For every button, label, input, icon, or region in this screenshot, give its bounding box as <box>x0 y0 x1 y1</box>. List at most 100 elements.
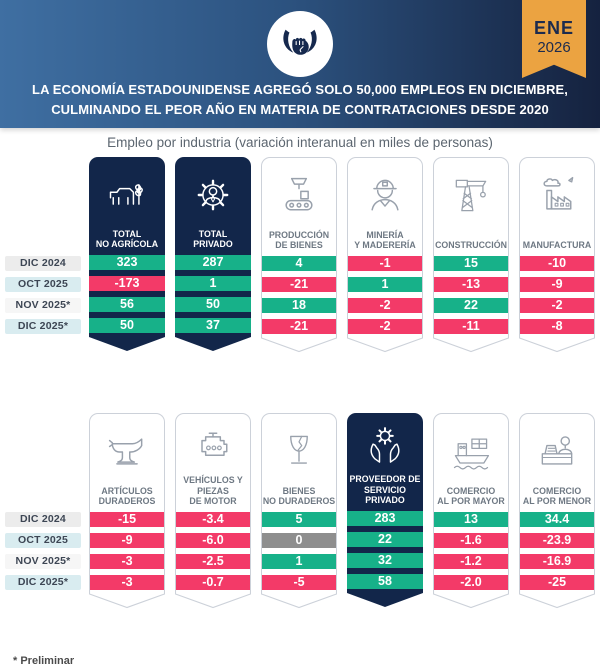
value-cell: -5 <box>262 575 336 590</box>
value-cell: 18 <box>262 298 336 313</box>
value-cell: 1 <box>262 554 336 569</box>
column-title: BIENES NO DURADEROS <box>262 485 336 507</box>
value-cell: -2 <box>348 319 422 334</box>
industry-column: ARTÍCULOS DURADEROS -15 -9 -3 -3 <box>89 413 165 609</box>
value-cell: -15 <box>90 512 164 527</box>
chart-subtitle: Empleo por industria (variación interanu… <box>107 135 493 150</box>
row-labels: DIC 2024 OCT 2025 NOV 2025* DIC 2025* <box>5 157 81 353</box>
industry-table-1: DIC 2024 OCT 2025 NOV 2025* DIC 2025* TOTAL N… <box>5 157 600 353</box>
column-banner: TOTAL NO AGRÍCOLA 323 -173 56 50 <box>89 157 165 333</box>
cow-wheat-icon <box>89 157 165 228</box>
header-banner: ENE 2026 LA ECONOMÍA ESTADOUNIDENSE AGRE… <box>0 0 600 128</box>
banner-chevron <box>347 334 423 353</box>
column-title: PROVEEDOR DE SERVICIO PRIVADO <box>349 473 421 506</box>
banner-chevron <box>347 589 423 607</box>
value-cell: -9 <box>520 277 594 292</box>
value-cell: 50 <box>175 297 251 312</box>
value-cell: -2.0 <box>434 575 508 590</box>
cashier-icon <box>520 414 594 485</box>
value-cell: -13 <box>434 277 508 292</box>
date-badge: ENE 2026 <box>522 0 586 78</box>
value-cell: -2 <box>348 298 422 313</box>
page-title: LA ECONOMÍA ESTADOUNIDENSE AGREGÓ SOLO 5… <box>0 80 600 119</box>
value-cell: 4 <box>262 256 336 271</box>
miner-icon <box>348 158 422 229</box>
broken-glass-icon <box>262 414 336 485</box>
conveyor-icon <box>262 158 336 229</box>
row-labels: DIC 2024 OCT 2025 NOV 2025* DIC 2025* <box>5 413 81 609</box>
value-cell: -3 <box>90 575 164 590</box>
column-banner: PRODUCCIÓN DE BIENES 4 -21 18 -21 <box>261 157 337 334</box>
industry-column: TOTAL NO AGRÍCOLA 323 -173 56 50 <box>89 157 165 353</box>
column-title: MINERÍA Y MADERERÍA <box>354 229 416 251</box>
row-label: DIC 2024 <box>5 256 81 271</box>
column-banner: CONSTRUCCIÓN 15 -13 22 -11 <box>433 157 509 334</box>
value-cell: -3.4 <box>176 512 250 527</box>
column-banner: PROVEEDOR DE SERVICIO PRIVADO 283 22 32 58 <box>347 413 423 589</box>
column-title: ARTÍCULOS DURADEROS <box>98 485 156 507</box>
value-cell: 34.4 <box>520 512 594 527</box>
column-title: PRODUCCIÓN DE BIENES <box>268 229 330 251</box>
value-cell: 50 <box>89 318 165 333</box>
banner-chevron <box>89 333 165 351</box>
value-cell: -173 <box>89 276 165 291</box>
column-title: COMERCIO AL POR MENOR <box>522 485 592 507</box>
gear-person-icon <box>175 157 251 228</box>
column-banner: ARTÍCULOS DURADEROS -15 -9 -3 -3 <box>89 413 165 590</box>
value-cell: 283 <box>347 511 423 526</box>
value-cell: 1 <box>175 276 251 291</box>
column-title: TOTAL NO AGRÍCOLA <box>95 228 159 250</box>
badge-year: 2026 <box>537 38 571 56</box>
column-banner: TOTAL PRIVADO 287 1 50 37 <box>175 157 251 333</box>
column-title: CONSTRUCCIÓN <box>435 240 507 251</box>
banner-chevron <box>175 590 251 609</box>
title-line-1: LA ECONOMÍA ESTADOUNIDENSE AGREGÓ SOLO 5… <box>32 82 568 97</box>
column-banner: MINERÍA Y MADERERÍA -1 1 -2 -2 <box>347 157 423 334</box>
banner-chevron <box>261 334 337 353</box>
industry-column: COMERCIO AL POR MAYOR 13 -1.6 -1.2 -2.0 <box>433 413 509 609</box>
value-cell: -2 <box>520 298 594 313</box>
value-cell: -1.6 <box>434 533 508 548</box>
banner-chevron <box>261 590 337 609</box>
hands-gear-icon <box>347 413 423 474</box>
value-cell: -23.9 <box>520 533 594 548</box>
column-title: TOTAL PRIVADO <box>193 228 233 250</box>
column-title: VEHÍCULOS Y PIEZAS DE MOTOR <box>183 474 243 507</box>
banner-chevron <box>433 590 509 609</box>
value-cell: 287 <box>175 255 251 270</box>
banner-chevron <box>175 333 251 351</box>
value-cell: 22 <box>434 298 508 313</box>
value-cell: 32 <box>347 553 423 568</box>
value-cell: 0 <box>262 533 336 548</box>
engine-icon <box>176 414 250 475</box>
value-cell: 15 <box>434 256 508 271</box>
industry-table-2: DIC 2024 OCT 2025 NOV 2025* DIC 2025* ARTÍCU… <box>5 413 600 609</box>
value-cell: 22 <box>347 532 423 547</box>
value-cell: -21 <box>262 277 336 292</box>
column-title: COMERCIO AL POR MAYOR <box>437 485 505 507</box>
banner-chevron <box>89 590 165 609</box>
logo <box>267 11 333 77</box>
value-cell: -16.9 <box>520 554 594 569</box>
row-label: DIC 2025* <box>5 575 81 590</box>
anvil-icon <box>90 414 164 485</box>
value-cell: -8 <box>520 319 594 334</box>
badge-month: ENE <box>533 18 574 38</box>
column-banner: MANUFACTURA -10 -9 -2 -8 <box>519 157 595 334</box>
factory-icon <box>520 158 594 229</box>
value-cell: -6.0 <box>176 533 250 548</box>
row-label: DIC 2025* <box>5 319 81 334</box>
banner-chevron <box>433 334 509 353</box>
industry-column: COMERCIO AL POR MENOR 34.4 -23.9 -16.9 -25 <box>519 413 595 609</box>
industry-column: BIENES NO DURADEROS 5 0 1 -5 <box>261 413 337 609</box>
value-cell: -2.5 <box>176 554 250 569</box>
value-cell: 1 <box>348 277 422 292</box>
row-label: OCT 2025 <box>5 533 81 548</box>
value-cell: 5 <box>262 512 336 527</box>
row-label: NOV 2025* <box>5 554 81 569</box>
column-title: MANUFACTURA <box>522 240 592 251</box>
industry-column: PROVEEDOR DE SERVICIO PRIVADO 283 22 32 58 <box>347 413 423 609</box>
banner-chevron <box>519 590 595 609</box>
value-cell: 13 <box>434 512 508 527</box>
